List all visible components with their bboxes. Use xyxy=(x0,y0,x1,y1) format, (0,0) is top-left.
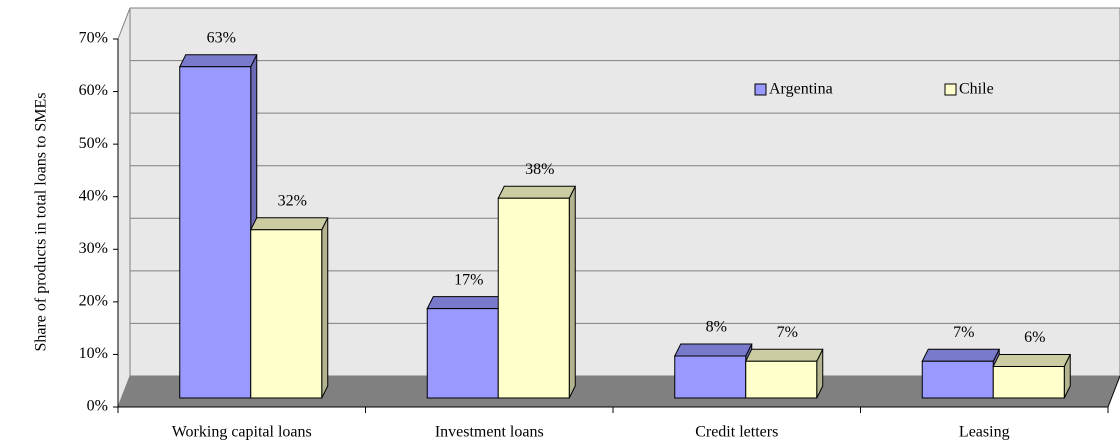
y-tick-label: 50% xyxy=(79,135,108,152)
bar-top xyxy=(673,343,753,357)
bar-top xyxy=(744,348,824,362)
x-tick-label: Leasing xyxy=(959,424,1010,441)
y-tick-label: 20% xyxy=(79,293,108,310)
legend-swatch xyxy=(944,83,957,96)
legend-label: Argentina xyxy=(769,81,833,98)
bar-front xyxy=(426,308,499,399)
legend-label: Chile xyxy=(959,81,994,98)
y-axis-title: Share of products in total loans to SMEs xyxy=(33,92,50,351)
y-tick-label: 40% xyxy=(79,187,108,204)
bar xyxy=(744,348,824,399)
value-label: 7% xyxy=(777,324,798,341)
bar-side xyxy=(321,217,329,399)
bar-top xyxy=(249,217,329,231)
bar-front xyxy=(745,360,818,399)
bar-front xyxy=(674,355,747,399)
bar xyxy=(178,54,258,399)
x-tick-label: Working capital loans xyxy=(172,424,312,441)
x-tick-label: Investment loans xyxy=(435,424,544,441)
bar-top xyxy=(497,185,577,199)
floor xyxy=(118,376,1120,407)
bar xyxy=(921,348,1001,399)
bar-top xyxy=(178,54,258,68)
bar xyxy=(992,353,1072,399)
bar xyxy=(497,185,577,399)
bar xyxy=(673,343,753,399)
bar xyxy=(249,217,329,399)
bar-front xyxy=(921,360,994,399)
y-tick-label: 60% xyxy=(79,82,108,99)
side-wall xyxy=(117,7,131,408)
bar-front xyxy=(992,365,1065,399)
value-label: 63% xyxy=(207,29,236,46)
y-tick-label: 30% xyxy=(79,240,108,257)
bar-top xyxy=(426,296,506,310)
y-tick-label: 0% xyxy=(87,398,108,415)
bar xyxy=(426,296,506,399)
value-label: 8% xyxy=(706,319,727,336)
value-label: 6% xyxy=(1024,329,1045,346)
floor-edge xyxy=(1107,375,1120,408)
value-label: 38% xyxy=(525,161,554,178)
bar-front xyxy=(179,66,252,399)
value-label: 32% xyxy=(278,192,307,209)
x-tick-label: Credit letters xyxy=(695,424,778,441)
bar-side xyxy=(568,186,576,399)
bar-front xyxy=(250,229,323,399)
value-label: 17% xyxy=(454,271,483,288)
bar-top xyxy=(992,353,1072,367)
y-tick-label: 10% xyxy=(79,345,108,362)
bar-top xyxy=(921,348,1001,362)
legend-swatch xyxy=(754,83,767,96)
y-tick-label: 70% xyxy=(79,30,108,47)
value-label: 7% xyxy=(953,324,974,341)
bar-front xyxy=(497,197,570,399)
